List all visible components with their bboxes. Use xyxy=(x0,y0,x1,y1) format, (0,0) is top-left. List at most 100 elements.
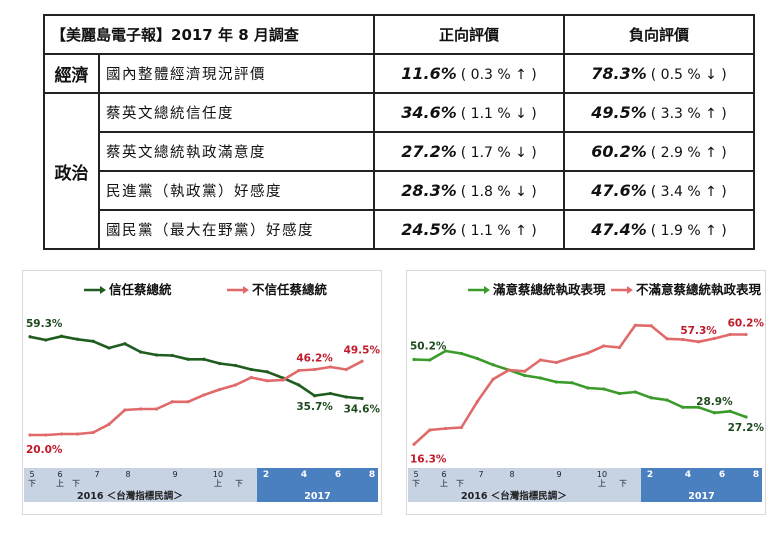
data-point xyxy=(649,324,653,328)
positive-change: ( 1.8 % ↓ ) xyxy=(460,184,537,200)
data-point xyxy=(554,380,558,384)
data-point xyxy=(728,409,732,413)
table-row: 蔡英文總統執政滿意度 27.2%( 1.7 % ↓ ) 60.2%( 2.9 %… xyxy=(44,131,756,172)
legend-label-1: 不信任蔡總統 xyxy=(252,282,328,297)
data-point xyxy=(44,433,48,437)
positive-column-header: 正向評價 xyxy=(373,14,566,55)
negative-percent: 47.4% xyxy=(591,220,647,239)
data-point xyxy=(328,391,332,396)
positive-value: 24.5%( 1.1 % ↑ ) xyxy=(373,209,566,250)
data-point xyxy=(233,383,238,387)
data-point xyxy=(444,349,448,353)
legend-marker-1 xyxy=(627,286,633,294)
legend-marker-0 xyxy=(100,286,106,294)
data-point xyxy=(170,353,174,358)
data-point xyxy=(328,365,332,369)
data-point xyxy=(681,337,685,342)
x-tick-label: 6 xyxy=(335,470,341,480)
data-point xyxy=(60,432,64,436)
data-point xyxy=(44,338,48,342)
x-tick-sublabel: 上 xyxy=(214,479,222,488)
negative-value: 78.3%( 0.5 % ↓ ) xyxy=(563,53,756,94)
year-band-2017 xyxy=(641,488,762,502)
year-band-2016 xyxy=(408,488,641,502)
data-point xyxy=(696,405,701,409)
x-tick-label: 8 xyxy=(753,470,759,480)
table-row: 民進黨（執政黨）好感度 28.3%( 1.8 % ↓ ) 47.6%( 3.4 … xyxy=(44,170,756,211)
data-point xyxy=(712,336,716,341)
x-tick-label: 6 xyxy=(719,470,725,480)
category-economy: 經濟 xyxy=(43,53,100,94)
series-line-0 xyxy=(413,349,747,419)
positive-change: ( 1.1 % ↓ ) xyxy=(460,106,537,122)
data-point xyxy=(412,442,416,446)
data-point xyxy=(249,375,253,380)
x-tick-label: 8 xyxy=(125,470,130,479)
data-point xyxy=(265,370,269,374)
positive-change: ( 1.1 % ↑ ) xyxy=(460,223,537,239)
data-point xyxy=(712,411,716,415)
x-tick-label: 4 xyxy=(685,470,691,480)
data-point xyxy=(218,361,222,366)
data-point xyxy=(459,351,464,356)
data-point xyxy=(360,359,364,363)
data-point xyxy=(744,332,748,337)
legend-marker-0 xyxy=(484,286,490,294)
x-tick-label: 7 xyxy=(94,470,99,479)
x-tick-sublabel: 下 xyxy=(72,479,80,488)
data-label: 57.3% xyxy=(680,325,717,337)
positive-value: 34.6%( 1.1 % ↓ ) xyxy=(373,92,566,133)
data-point xyxy=(154,407,159,411)
negative-change: ( 3.4 % ↑ ) xyxy=(650,184,727,200)
table-row: 政治 蔡英文總統信任度 34.6%( 1.1 % ↓ ) 49.5%( 3.3 … xyxy=(43,92,756,250)
data-point xyxy=(475,356,479,361)
data-label: 27.2% xyxy=(728,422,765,434)
data-point xyxy=(602,344,606,348)
data-point xyxy=(28,433,32,437)
x-tick-label: 9 xyxy=(556,470,561,479)
data-label: 60.2% xyxy=(728,318,765,330)
data-point xyxy=(428,358,432,362)
positive-change: ( 0.3 % ↑ ) xyxy=(460,67,537,83)
data-point xyxy=(139,407,143,411)
data-point xyxy=(428,428,432,432)
data-point xyxy=(186,400,190,404)
category-politics: 政治 xyxy=(43,92,100,250)
series-line-1 xyxy=(413,323,746,446)
data-point xyxy=(412,357,416,362)
data-label: 35.7% xyxy=(296,401,333,413)
survey-item: 蔡英文總統信任度 xyxy=(97,92,376,133)
positive-change: ( 1.7 % ↓ ) xyxy=(460,145,537,161)
data-label: 28.9% xyxy=(696,396,733,408)
data-point xyxy=(586,386,590,390)
negative-change: ( 0.5 % ↓ ) xyxy=(650,67,727,83)
negative-percent: 49.5% xyxy=(591,103,647,122)
data-point xyxy=(696,340,701,344)
data-point xyxy=(281,378,285,382)
survey-item: 民進黨（執政黨）好感度 xyxy=(97,170,376,211)
data-point xyxy=(523,369,527,373)
axis-band-2016 xyxy=(24,468,257,488)
data-point xyxy=(586,351,590,355)
data-point xyxy=(297,368,301,373)
positive-percent: 11.6% xyxy=(401,64,457,83)
data-point xyxy=(154,353,159,357)
data-point xyxy=(312,367,317,372)
data-label: 20.0% xyxy=(26,444,63,456)
data-point xyxy=(728,332,732,337)
x-tick-sublabel: 下 xyxy=(28,479,36,488)
data-point xyxy=(633,390,637,394)
data-point xyxy=(744,415,748,419)
negative-change: ( 2.9 % ↑ ) xyxy=(650,145,727,161)
year-label-2016: 2016 ＜台灣指標民調＞ xyxy=(461,490,567,502)
x-tick-sublabel: 上 xyxy=(440,479,448,488)
survey-item: 國內整體經濟現況評價 xyxy=(97,53,376,94)
data-point xyxy=(107,346,111,350)
table-title: 【美麗島電子報】2017 年 8 月調查 xyxy=(42,14,376,55)
data-point xyxy=(491,363,495,367)
data-point xyxy=(602,387,606,391)
satisfaction-trend-svg: 滿意蔡總統執政表現 不滿意蔡總統執政表現 50.2% 28.9% 27.2% 16.3% 5… xyxy=(406,270,766,515)
survey-item: 蔡英文總統執政滿意度 xyxy=(97,131,376,172)
series-line-1 xyxy=(30,360,363,437)
axis-band-2017 xyxy=(641,468,762,488)
